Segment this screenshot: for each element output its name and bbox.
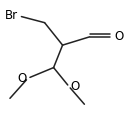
Text: O: O [17, 72, 27, 85]
Text: O: O [70, 80, 79, 93]
Text: O: O [114, 30, 123, 43]
Text: Br: Br [4, 9, 18, 22]
